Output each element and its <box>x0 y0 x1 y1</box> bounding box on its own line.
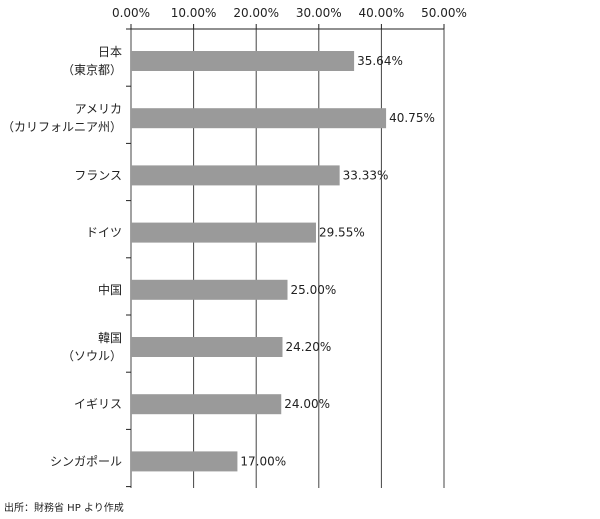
bar <box>131 108 387 129</box>
x-tick-label: 40.00% <box>359 6 405 20</box>
x-tick-label: 30.00% <box>296 6 342 20</box>
value-label: 17.00% <box>240 454 286 468</box>
category-label: 中国 <box>98 282 122 297</box>
value-label: 33.33% <box>343 168 389 182</box>
source-note: 出所：財務省 HP より作成 <box>4 503 124 514</box>
value-label: 24.00% <box>284 397 330 411</box>
category-label: アメリカ <box>75 102 122 116</box>
bar <box>131 51 355 71</box>
category-label: イギリス <box>74 397 122 411</box>
category-label: 日本 <box>98 45 122 59</box>
category-label: シンガポール <box>50 454 122 468</box>
value-label: 24.20% <box>285 340 331 354</box>
x-tick-label: 50.00% <box>421 6 467 20</box>
bar <box>131 337 283 357</box>
bar <box>131 451 238 472</box>
category-label: （ソウル） <box>62 349 122 363</box>
bar <box>131 222 316 243</box>
value-label: 29.55% <box>319 226 365 240</box>
x-tick-label: 10.00% <box>171 6 217 20</box>
category-label: フランス <box>74 168 122 182</box>
value-label: 40.75% <box>389 111 435 125</box>
category-label: （東京都） <box>62 63 122 77</box>
x-tick-label: 20.00% <box>233 6 279 20</box>
category-label: 韓国 <box>98 331 122 345</box>
category-label: ドイツ <box>86 226 122 240</box>
bar <box>131 394 282 415</box>
x-tick-label: 0.00% <box>112 6 150 20</box>
bar <box>131 279 288 300</box>
value-label: 25.00% <box>291 283 337 297</box>
value-label: 35.64% <box>357 54 403 68</box>
category-label: （カリフォルニア州） <box>2 120 122 134</box>
bar <box>131 165 340 186</box>
